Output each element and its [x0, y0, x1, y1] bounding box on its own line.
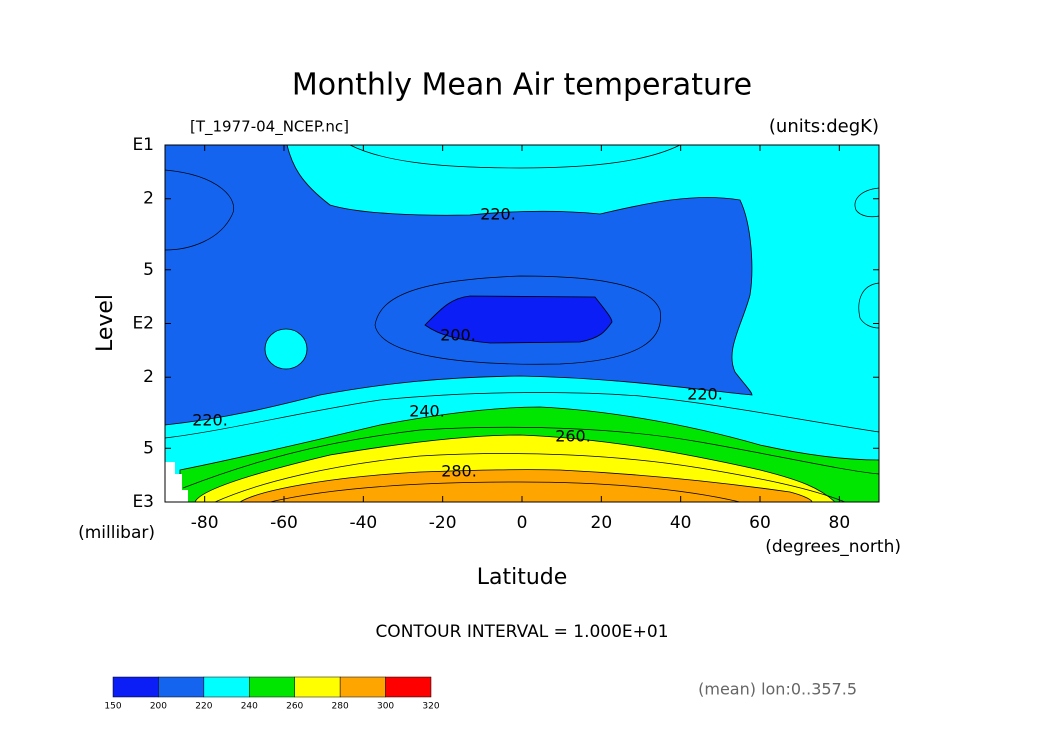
x-tick-label: -80 [191, 513, 219, 533]
y-tick-label: E3 [132, 492, 154, 512]
colorbar-label: 220 [195, 702, 212, 712]
colorbar-swatch [385, 676, 432, 698]
contour-label: 220. [687, 385, 723, 404]
y-tick-label: E2 [132, 314, 154, 334]
x-tick-label: -20 [429, 513, 457, 533]
contour-line [374, 275, 661, 365]
y-tick-label: 2 [143, 189, 154, 209]
contour-label: 260. [555, 427, 591, 446]
contour-label: 220. [480, 205, 516, 224]
colorbar-swatch [339, 676, 386, 698]
field-region [264, 328, 308, 370]
field-region [424, 295, 613, 344]
contour-line [269, 481, 741, 503]
footnote: (mean) lon:0..357.5 [698, 680, 857, 699]
field-region [238, 469, 813, 503]
contour-line [854, 187, 880, 218]
contour-label: 280. [441, 462, 477, 481]
field-region [164, 144, 753, 426]
colorbar-swatch [158, 676, 205, 698]
x-unit: (degrees_north) [765, 537, 901, 557]
colorbar-label: 320 [422, 702, 439, 712]
contour-line [349, 144, 681, 169]
y-axis-label: Level [93, 294, 118, 352]
x-tick-label: -60 [270, 513, 298, 533]
contour-line [214, 453, 846, 503]
y-tick-label: 5 [143, 438, 154, 458]
colorbar: 150 200 220 240 260 280 300 320 [104, 676, 440, 712]
colorbar-label: 150 [104, 702, 121, 712]
contour-label: 220. [192, 411, 228, 430]
colorbar-label: 240 [241, 702, 258, 712]
contour-fields [164, 144, 880, 503]
units-label: (units:degK) [769, 116, 879, 137]
colorbar-swatch [112, 676, 159, 698]
colorbar-label: 280 [332, 702, 349, 712]
y-tick-label: 5 [143, 260, 154, 280]
colorbar-label: 300 [377, 702, 394, 712]
colorbar-swatch [203, 676, 250, 698]
contour-line [858, 282, 880, 329]
missing-data [165, 474, 182, 502]
contour-label: 240. [409, 402, 445, 421]
contour-labels: 220. 200. 220. 220. 240. 260. 280. [192, 205, 723, 481]
contour-line [164, 392, 880, 439]
x-tick-label: 0 [517, 513, 528, 533]
contour-lines [164, 144, 880, 503]
colorbar-swatch [249, 676, 295, 698]
y-unit: (millibar) [78, 523, 155, 543]
missing-data [165, 462, 175, 474]
x-tick-label: 80 [829, 513, 851, 533]
contour-label: 200. [440, 326, 476, 345]
contour-line [182, 426, 880, 489]
axes: -80 -60 -40 -20 0 20 40 60 80 E1 2 5 E2 2 5 E3 [132, 135, 879, 533]
y-tick-label: E1 [132, 135, 154, 155]
x-tick-label: 40 [670, 513, 692, 533]
x-axis-label: Latitude [477, 565, 568, 590]
colorbar-label: 260 [286, 702, 303, 712]
x-tick-label: 20 [591, 513, 613, 533]
colorbar-label: 200 [150, 702, 167, 712]
x-tick-label: -40 [349, 513, 377, 533]
x-tick-label: 60 [749, 513, 771, 533]
y-tick-label: 2 [143, 367, 154, 387]
contour-interval: CONTOUR INTERVAL = 1.000E+01 [375, 622, 668, 642]
colorbar-swatch [294, 676, 341, 698]
missing-data [182, 490, 188, 502]
file-label: [T_1977-04_NCEP.nc] [190, 118, 349, 137]
contour-line [164, 169, 234, 251]
chart-title: Monthly Mean Air temperature [292, 68, 752, 103]
